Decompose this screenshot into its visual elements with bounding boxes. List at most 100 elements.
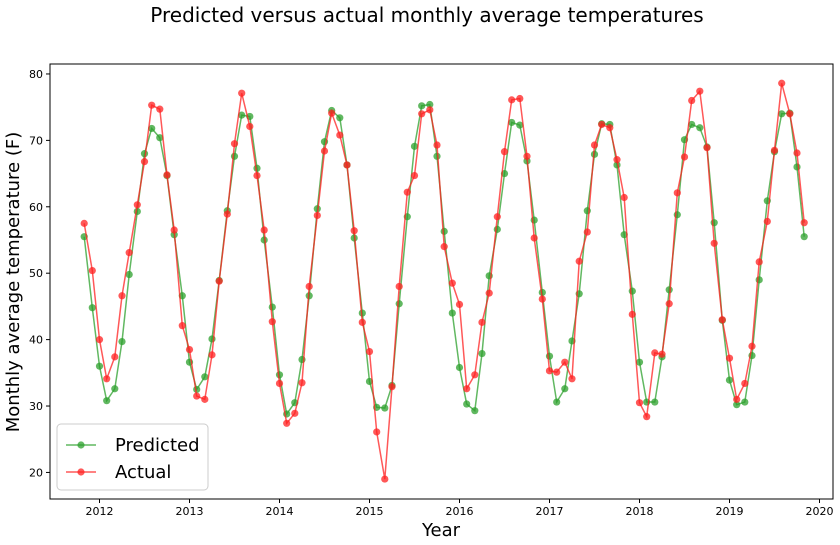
data-point-actual (725, 354, 734, 362)
data-point-predicted (201, 373, 209, 381)
x-tick-label: 2019 (716, 505, 744, 518)
series-actual (80, 79, 808, 483)
data-point-actual (748, 342, 756, 350)
data-point-actual (291, 409, 299, 417)
x-tick-label: 2015 (356, 505, 384, 518)
data-point-actual (313, 211, 321, 220)
legend-items: Predicted Actual (66, 435, 200, 483)
data-point-actual (373, 428, 381, 436)
data-point-actual (575, 257, 583, 265)
x-tick-label: 2014 (266, 505, 294, 518)
data-point-actual (516, 94, 524, 103)
data-point-actual (606, 124, 614, 132)
data-point-actual (471, 371, 479, 379)
data-point-predicted (268, 303, 276, 311)
data-point-predicted (733, 401, 741, 409)
data-point-actual (388, 383, 396, 391)
data-point-predicted (148, 124, 156, 133)
data-point-predicted (426, 100, 434, 109)
data-point-predicted (95, 362, 104, 370)
data-point-predicted (440, 227, 448, 235)
data-point-actual (208, 351, 216, 359)
x-tick-label: 2013 (176, 505, 204, 518)
y-tick-label: 60 (29, 201, 43, 214)
data-point-actual (395, 282, 403, 291)
y-axis: 20 30 40 50 60 70 80 (29, 68, 50, 479)
data-point-actual (770, 146, 779, 154)
data-point-actual (620, 193, 628, 202)
data-point-actual (478, 318, 486, 326)
data-point-predicted (238, 111, 246, 119)
chart-title: Predicted versus actual monthly average … (150, 3, 703, 27)
data-point-predicted (478, 349, 486, 358)
data-point-actual (223, 210, 231, 218)
y-tick-label: 70 (29, 134, 43, 147)
data-point-actual (455, 300, 464, 309)
data-point-actual (763, 217, 771, 225)
y-tick-label: 40 (29, 334, 43, 347)
data-point-actual (350, 227, 358, 235)
data-point-actual (336, 131, 344, 139)
data-point-predicted (710, 219, 718, 227)
data-point-predicted (156, 134, 164, 142)
data-point-actual (463, 385, 471, 393)
data-point-predicted (260, 236, 268, 244)
data-point-actual (658, 350, 666, 358)
legend-label-actual: Actual (115, 462, 171, 483)
data-point-predicted (230, 152, 239, 160)
legend-marker-predicted (77, 441, 85, 449)
data-point-actual (718, 316, 726, 324)
data-point-actual (268, 318, 276, 326)
data-point-actual (201, 395, 209, 403)
data-point-actual (583, 228, 591, 236)
data-point-predicted (471, 407, 479, 415)
legend-label-predicted: Predicted (115, 435, 200, 456)
data-point-predicted (516, 121, 524, 129)
data-point-actual (523, 152, 531, 160)
data-point-actual (778, 79, 786, 87)
data-point-actual (635, 399, 644, 407)
data-point-actual (193, 392, 201, 400)
data-point-actual (673, 189, 681, 197)
data-point-predicted (688, 120, 696, 129)
data-point-actual (163, 171, 171, 179)
data-point-actual (598, 120, 606, 129)
data-point-predicted (553, 398, 561, 406)
data-point-predicted (561, 385, 569, 393)
data-point-predicted (665, 286, 673, 294)
y-axis-title: Monthly average temperature (F) (3, 132, 24, 432)
data-point-predicted (725, 376, 734, 384)
data-point-predicted (418, 102, 426, 110)
x-tick-label: 2016 (446, 505, 474, 518)
data-point-actual (793, 149, 801, 157)
data-point-actual (298, 379, 306, 387)
data-point-actual (755, 258, 763, 266)
legend: Predicted Actual (56, 423, 209, 491)
data-point-actual (95, 336, 104, 344)
data-point-actual (170, 226, 178, 234)
data-point-actual (538, 295, 546, 303)
data-point-actual (433, 141, 441, 149)
data-point-actual (643, 413, 651, 421)
data-point-predicted (103, 397, 111, 405)
y-tick-label: 50 (29, 267, 43, 280)
x-tick-label: 2020 (806, 505, 834, 518)
data-point-actual (148, 101, 156, 109)
data-point-actual (103, 375, 111, 383)
legend-item-predicted: Predicted (66, 435, 200, 456)
legend-item-actual: Actual (66, 462, 171, 483)
data-point-actual (500, 148, 509, 156)
data-point-actual (275, 379, 284, 388)
data-point-actual (140, 158, 149, 166)
data-point-actual (305, 282, 313, 291)
data-point-actual (156, 105, 164, 113)
data-point-actual (568, 375, 576, 383)
y-tick-label: 80 (29, 68, 43, 81)
data-point-predicted (358, 309, 366, 317)
plot-area-frame (49, 63, 834, 500)
data-point-actual (283, 419, 291, 427)
data-point-actual (651, 349, 659, 357)
series-line-actual (83, 83, 805, 480)
